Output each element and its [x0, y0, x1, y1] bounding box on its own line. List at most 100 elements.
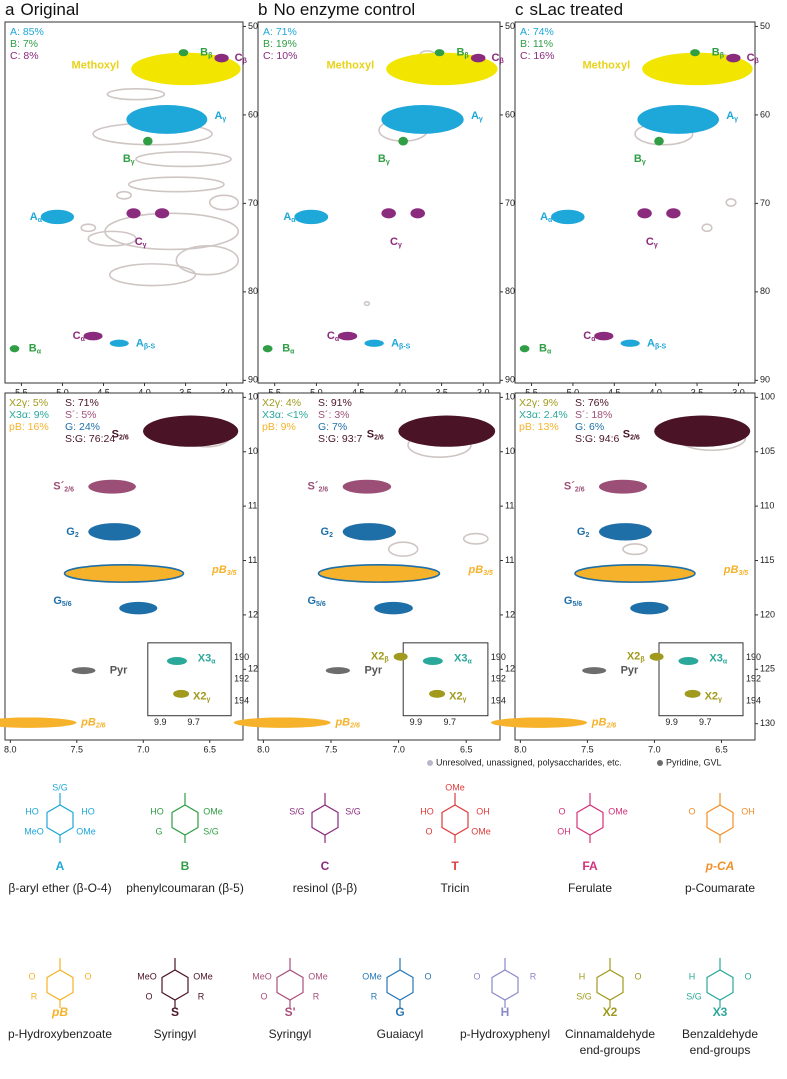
x-tick-label: 7.5	[325, 744, 338, 754]
aliphatic-spectrum: 5.5 5.0 4.5 4.0 3.5 3.0 50 60 70 80 90 A: 74%B: 11%…	[514, 21, 770, 397]
peak-main: C	[390, 236, 398, 248]
atom-label: O	[473, 971, 480, 981]
stat-line: X2γ: 4%	[262, 397, 301, 409]
peak-main: G	[66, 526, 75, 538]
peak-label: Bγ	[634, 153, 646, 166]
cross-peak	[582, 667, 607, 675]
inset-y-tick-label: 192	[234, 674, 249, 684]
peak-main: G	[53, 595, 62, 607]
x-tick-label: 3.5	[435, 387, 448, 397]
x-tick-label: 5.0	[567, 387, 580, 397]
peak-label: Cα	[73, 330, 86, 343]
peak-label: Aγ	[471, 110, 483, 123]
unassigned-signal	[106, 87, 166, 101]
cross-peak	[109, 339, 129, 347]
unassigned-signal	[127, 176, 225, 193]
peak-main: B	[123, 153, 131, 165]
peak-label: pB3/5	[468, 564, 494, 577]
inset-frame	[658, 642, 744, 717]
peak-main: B	[712, 47, 720, 59]
cross-peak	[381, 208, 396, 219]
peak-main: pB	[723, 564, 739, 576]
stat-line: S´: 5%	[65, 409, 97, 421]
cross-peak	[342, 479, 392, 494]
cross-peak	[88, 523, 141, 541]
cross-peak	[154, 208, 170, 219]
stat-line: B: 11%	[520, 38, 553, 50]
peak-label: Bα	[539, 343, 552, 356]
cross-peak	[71, 667, 96, 675]
peak-main: B	[634, 153, 642, 165]
unassigned-signal	[87, 230, 137, 247]
peak-label: Aγ	[726, 110, 738, 123]
y-tick-label: 100	[248, 392, 263, 402]
peak-main: Pyr	[621, 665, 639, 677]
peak-label: Cα	[583, 330, 596, 343]
ring	[311, 804, 339, 836]
y-tick-label: 125	[248, 664, 263, 674]
peak-main: A	[283, 211, 291, 223]
peak-label: Aα	[30, 211, 43, 224]
peak-label: Cγ	[646, 236, 658, 249]
y-tick-label: 90	[505, 375, 515, 385]
peak-sub: γ	[206, 697, 210, 704]
y-tick-label: 120	[248, 609, 263, 619]
cross-peak	[126, 105, 208, 134]
structure-name: Syringyl	[154, 1027, 197, 1041]
peak-label: Methoxyl	[326, 59, 374, 71]
structure-name: phenylcoumaran (β-5)	[126, 881, 244, 895]
y-tick-label: 100	[505, 392, 520, 402]
cross-peak	[342, 523, 396, 541]
peak-label: G2	[321, 526, 334, 539]
atom-label: OMe	[308, 971, 328, 981]
peak-sub: 2	[75, 532, 79, 539]
stat-line: pB: 9%	[262, 421, 296, 433]
peak-sub: γ	[143, 243, 147, 250]
cross-peak	[642, 52, 753, 86]
peak-sub: γ	[463, 697, 467, 704]
x-tick-label: 5.5	[15, 387, 28, 397]
structure-name: Syringyl	[269, 1027, 312, 1041]
structure-name: β-aryl ether (β-O-4)	[8, 881, 111, 895]
peak-sub: 2	[329, 532, 333, 539]
atom-label: OMe	[608, 806, 628, 816]
y-tick-label: 60	[248, 109, 258, 119]
atom-label: S/G	[203, 826, 219, 836]
atom-label: O	[84, 971, 91, 981]
peak-label: Pyr	[110, 665, 128, 677]
y-tick-label: 60	[760, 109, 770, 119]
y-tick-label: 125	[760, 664, 775, 674]
peak-main: S´	[53, 481, 64, 493]
cross-peak	[386, 52, 498, 86]
peak-sub: γ	[479, 116, 483, 123]
x-tick-label: 8.0	[257, 744, 270, 754]
peak-sub: 2/6	[64, 487, 74, 494]
unassigned-signal	[108, 263, 197, 287]
cross-peak	[83, 331, 103, 341]
unassigned-signal	[387, 541, 419, 557]
x-tick-label: 6.5	[460, 744, 473, 754]
x-tick-label: 3.0	[732, 387, 745, 397]
atom-label: OMe	[471, 826, 491, 836]
panel-letter: b	[258, 0, 267, 19]
stat-line: pB: 13%	[519, 421, 559, 433]
cross-peak	[9, 345, 20, 353]
structure-name: p-Hydroxybenzoate	[8, 1027, 112, 1041]
cross-peak	[262, 345, 273, 353]
y-tick-label: 50	[505, 21, 515, 31]
peak-label: X2γ	[705, 691, 722, 704]
aromatic-spectrum: 8.0 7.5 7.0 6.5 100 105 110 115 120 125 130 9.9 9.7 1…	[491, 392, 775, 754]
y-tick-label: 115	[760, 555, 774, 565]
peak-label: Bβ	[456, 47, 469, 60]
peak-label: X2γ	[193, 691, 210, 704]
x-tick-label: 5.5	[268, 387, 281, 397]
inset-x-tick-label: 9.9	[410, 717, 423, 727]
cross-peak	[690, 49, 700, 57]
peak-sub: 3/5	[738, 570, 748, 577]
peak-label: S´2/6	[564, 481, 585, 494]
cross-peak	[410, 208, 425, 219]
x-tick-label: 3.0	[477, 387, 490, 397]
cross-peak	[429, 689, 446, 698]
